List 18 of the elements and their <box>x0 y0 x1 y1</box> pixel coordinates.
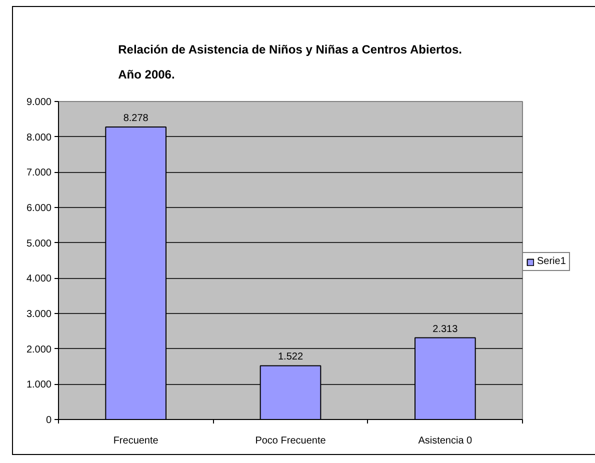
legend-label: Serie1 <box>537 256 566 267</box>
chart-title: Relación de Asistencia de Niños y Niñas a Centros Abiertos. Año 2006. <box>118 42 462 82</box>
y-tick-label: 6.000 <box>26 203 52 214</box>
y-tick-label: 5.000 <box>26 238 52 250</box>
y-tick-label: 3.000 <box>26 309 52 320</box>
data-label: 8.278 <box>123 113 149 124</box>
y-tick-label: 9.000 <box>26 97 52 108</box>
y-tick-label: 8.000 <box>26 132 52 144</box>
y-tick-label: 2.000 <box>26 344 52 356</box>
data-label: 2.313 <box>432 324 458 335</box>
y-tick-label: 0 <box>46 415 52 426</box>
y-tick-label: 1.000 <box>26 380 52 391</box>
y-tick-label: 7.000 <box>26 168 52 179</box>
x-tick-label: Poco Frecuente <box>255 436 326 446</box>
x-tick-label: Asistencia 0 <box>418 436 473 446</box>
y-tick-label: 4.000 <box>26 274 52 285</box>
x-tick-label: Frecuente <box>113 436 159 446</box>
data-label: 1.522 <box>278 352 304 363</box>
